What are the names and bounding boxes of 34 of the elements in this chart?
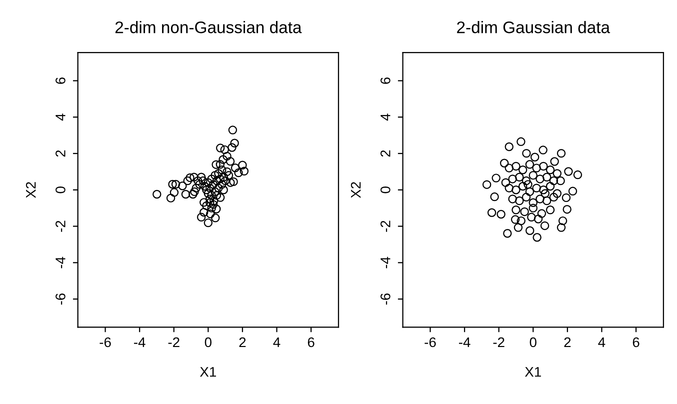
y-tick-label: -6 xyxy=(56,293,66,305)
x-tick-label: 4 xyxy=(598,337,606,348)
y-tick-label: 0 xyxy=(56,186,66,194)
chart-title: 2-dim non-Gaussian data xyxy=(115,20,302,34)
x-tick-label: -4 xyxy=(134,337,146,348)
y-tick-label: 4 xyxy=(56,114,66,121)
x-tick-label: 4 xyxy=(273,337,280,348)
y-axis-title: X2 xyxy=(26,182,36,198)
x-axis-title: X1 xyxy=(524,367,541,377)
x-tick-label: -2 xyxy=(493,337,504,348)
y-tick-label: 2 xyxy=(56,150,66,157)
y-tick-label: -2 xyxy=(56,220,66,232)
x-axis-title: X1 xyxy=(200,367,216,377)
x-tick-label: 6 xyxy=(632,337,640,348)
x-tick-label: 0 xyxy=(530,337,536,348)
chart-title: 2-dim Gaussian data xyxy=(457,20,610,34)
x-tick-label: 2 xyxy=(239,337,246,348)
x-tick-label: -6 xyxy=(424,337,436,348)
y-tick-label: 2 xyxy=(380,150,390,157)
x-tick-label: -6 xyxy=(100,337,111,348)
y-tick-label: -2 xyxy=(380,220,390,232)
x-tick-label: 6 xyxy=(308,337,314,348)
y-axis-title: X2 xyxy=(350,182,361,198)
x-tick-label: 0 xyxy=(204,337,212,348)
y-tick-label: -6 xyxy=(380,293,390,305)
x-tick-label: -2 xyxy=(168,337,180,348)
y-tick-label: 0 xyxy=(380,186,390,194)
x-tick-label: -4 xyxy=(458,337,470,348)
x-tick-label: 2 xyxy=(564,337,571,348)
y-tick-label: 6 xyxy=(56,77,66,84)
y-tick-label: -4 xyxy=(380,256,390,268)
y-tick-label: 4 xyxy=(380,114,390,121)
y-tick-label: 6 xyxy=(380,77,390,84)
y-tick-label: -4 xyxy=(56,256,66,268)
